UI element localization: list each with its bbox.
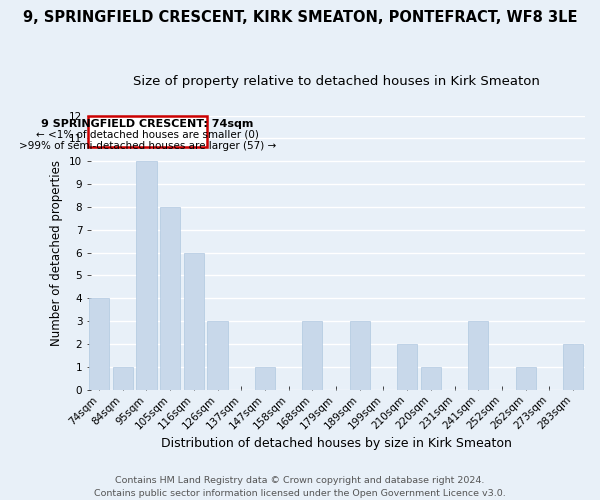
Text: Contains HM Land Registry data © Crown copyright and database right 2024.
Contai: Contains HM Land Registry data © Crown c… (94, 476, 506, 498)
Bar (208, 321, 227, 390)
Text: 9 SPRINGFIELD CRESCENT: 74sqm: 9 SPRINGFIELD CRESCENT: 74sqm (41, 119, 254, 129)
X-axis label: Distribution of detached houses by size in Kirk Smeaton: Distribution of detached houses by size … (161, 437, 512, 450)
Bar (255, 367, 275, 390)
Bar (563, 344, 583, 390)
FancyBboxPatch shape (88, 116, 207, 147)
Title: Size of property relative to detached houses in Kirk Smeaton: Size of property relative to detached ho… (133, 75, 539, 88)
Bar (302, 321, 322, 390)
Bar (350, 321, 370, 390)
Bar (184, 252, 204, 390)
Y-axis label: Number of detached properties: Number of detached properties (50, 160, 64, 346)
Bar (113, 367, 133, 390)
Bar (468, 321, 488, 390)
Text: ← <1% of detached houses are smaller (0): ← <1% of detached houses are smaller (0) (36, 130, 259, 140)
Text: >99% of semi-detached houses are larger (57) →: >99% of semi-detached houses are larger … (19, 140, 276, 150)
Bar (421, 367, 441, 390)
Text: 9, SPRINGFIELD CRESCENT, KIRK SMEATON, PONTEFRACT, WF8 3LE: 9, SPRINGFIELD CRESCENT, KIRK SMEATON, P… (23, 10, 577, 25)
Bar (397, 344, 417, 390)
Bar (89, 298, 109, 390)
Bar (515, 367, 536, 390)
Bar (160, 207, 180, 390)
Bar (136, 162, 157, 390)
